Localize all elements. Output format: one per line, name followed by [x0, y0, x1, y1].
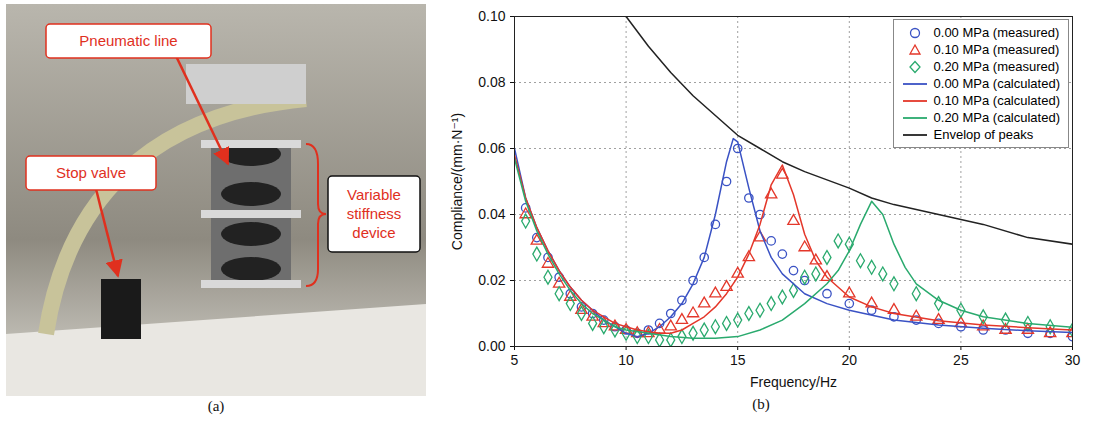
- svg-text:25: 25: [953, 352, 969, 368]
- svg-text:0.06: 0.06: [478, 140, 505, 156]
- svg-text:30: 30: [1065, 352, 1081, 368]
- html-text:Envelop of peaks: Envelop of peaks: [933, 127, 1034, 142]
- svg-text:Stop valve: Stop valve: [56, 164, 126, 181]
- svg-text:5: 5: [511, 352, 519, 368]
- svg-text:10: 10: [618, 352, 634, 368]
- svg-text:0.02: 0.02: [478, 272, 505, 288]
- html-text:0.00 MPa (calculated): 0.00 MPa (calculated): [933, 76, 1060, 91]
- svg-text:Variablestiffnessdevice: Variablestiffnessdevice: [347, 186, 402, 241]
- svg-text:20: 20: [842, 352, 858, 368]
- svg-text:0.08: 0.08: [478, 74, 505, 90]
- html-text:0.00 MPa (measured): 0.00 MPa (measured): [933, 25, 1060, 40]
- html-text:0.10 MPa (measured): 0.10 MPa (measured): [933, 42, 1060, 57]
- html-text:0.20 MPa (measured): 0.20 MPa (measured): [933, 59, 1060, 74]
- html-text:(b): (b): [752, 396, 770, 412]
- svg-text:0.04: 0.04: [478, 206, 505, 222]
- svg-text:Frequency/Hz: Frequency/Hz: [750, 374, 837, 390]
- html-text:0.20 MPa (calculated): 0.20 MPa (calculated): [933, 110, 1060, 125]
- html-text:0.10 MPa (calculated): 0.10 MPa (calculated): [933, 93, 1060, 108]
- svg-text:Pneumatic line: Pneumatic line: [79, 32, 177, 49]
- html-text:(a): (a): [207, 398, 225, 414]
- svg-text:0.00: 0.00: [478, 338, 505, 354]
- svg-text:0.10: 0.10: [478, 8, 505, 24]
- svg-text:Compliance/(mm·N⁻¹): Compliance/(mm·N⁻¹): [449, 113, 465, 250]
- svg-text:15: 15: [730, 352, 746, 368]
